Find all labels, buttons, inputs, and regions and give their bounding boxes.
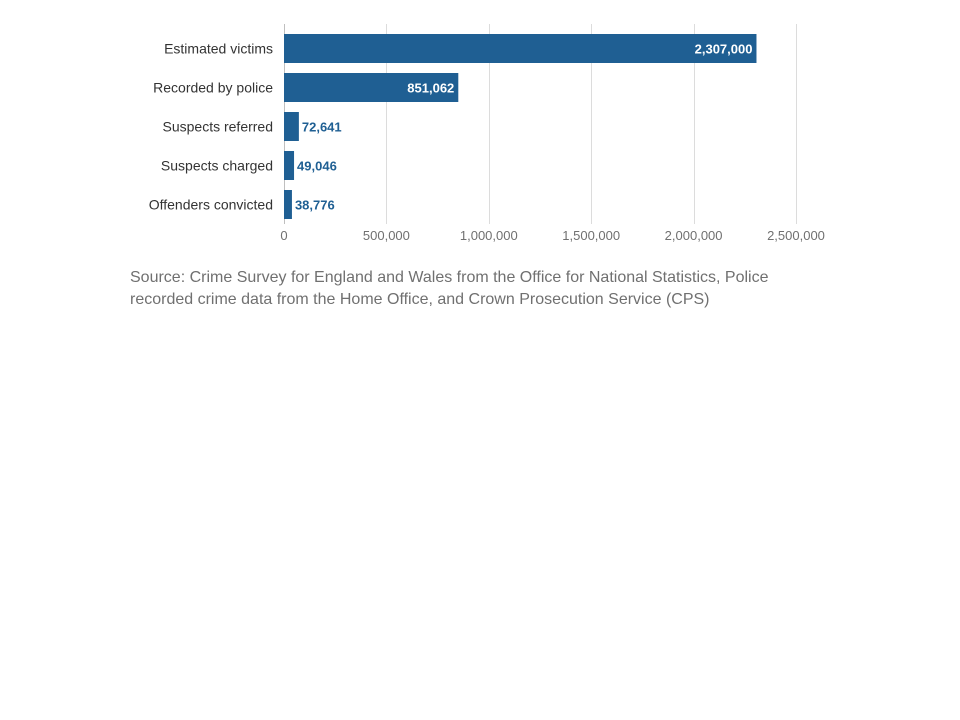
x-tick-label: 2,500,000 [767,228,825,243]
bar [284,112,299,141]
x-tick-label: 2,000,000 [665,228,723,243]
category-label: Estimated victims [164,41,273,57]
data-labels: 2,307,000 851,062 72,641 49,046 38,776 [295,42,753,213]
category-label: Recorded by police [153,80,273,96]
bar [284,73,459,102]
data-label: 2,307,000 [695,42,753,57]
bar-chart: Estimated victims Recorded by police Suspe… [149,24,825,243]
bar [284,151,295,180]
category-label: Suspects charged [161,158,273,174]
data-label: 851,062 [407,81,454,96]
x-tick-label: 0 [280,228,287,243]
category-label: Suspects referred [163,119,274,135]
data-label: 49,046 [297,159,337,174]
bar [284,190,292,219]
x-tick-label: 500,000 [363,228,410,243]
x-axis-tick-labels: 0 500,000 1,000,000 1,500,000 2,000,000 2,500… [280,228,825,243]
x-tick-label: 1,500,000 [562,228,620,243]
category-label: Offenders convicted [149,197,273,213]
data-label: 72,641 [302,120,342,135]
source-note: Source: Crime Survey for England and Wal… [130,269,769,308]
data-label: 38,776 [295,198,335,213]
bars-group [284,34,757,219]
category-labels: Estimated victims Recorded by police Suspe… [149,41,273,213]
bar [284,34,757,63]
x-tick-label: 1,000,000 [460,228,518,243]
